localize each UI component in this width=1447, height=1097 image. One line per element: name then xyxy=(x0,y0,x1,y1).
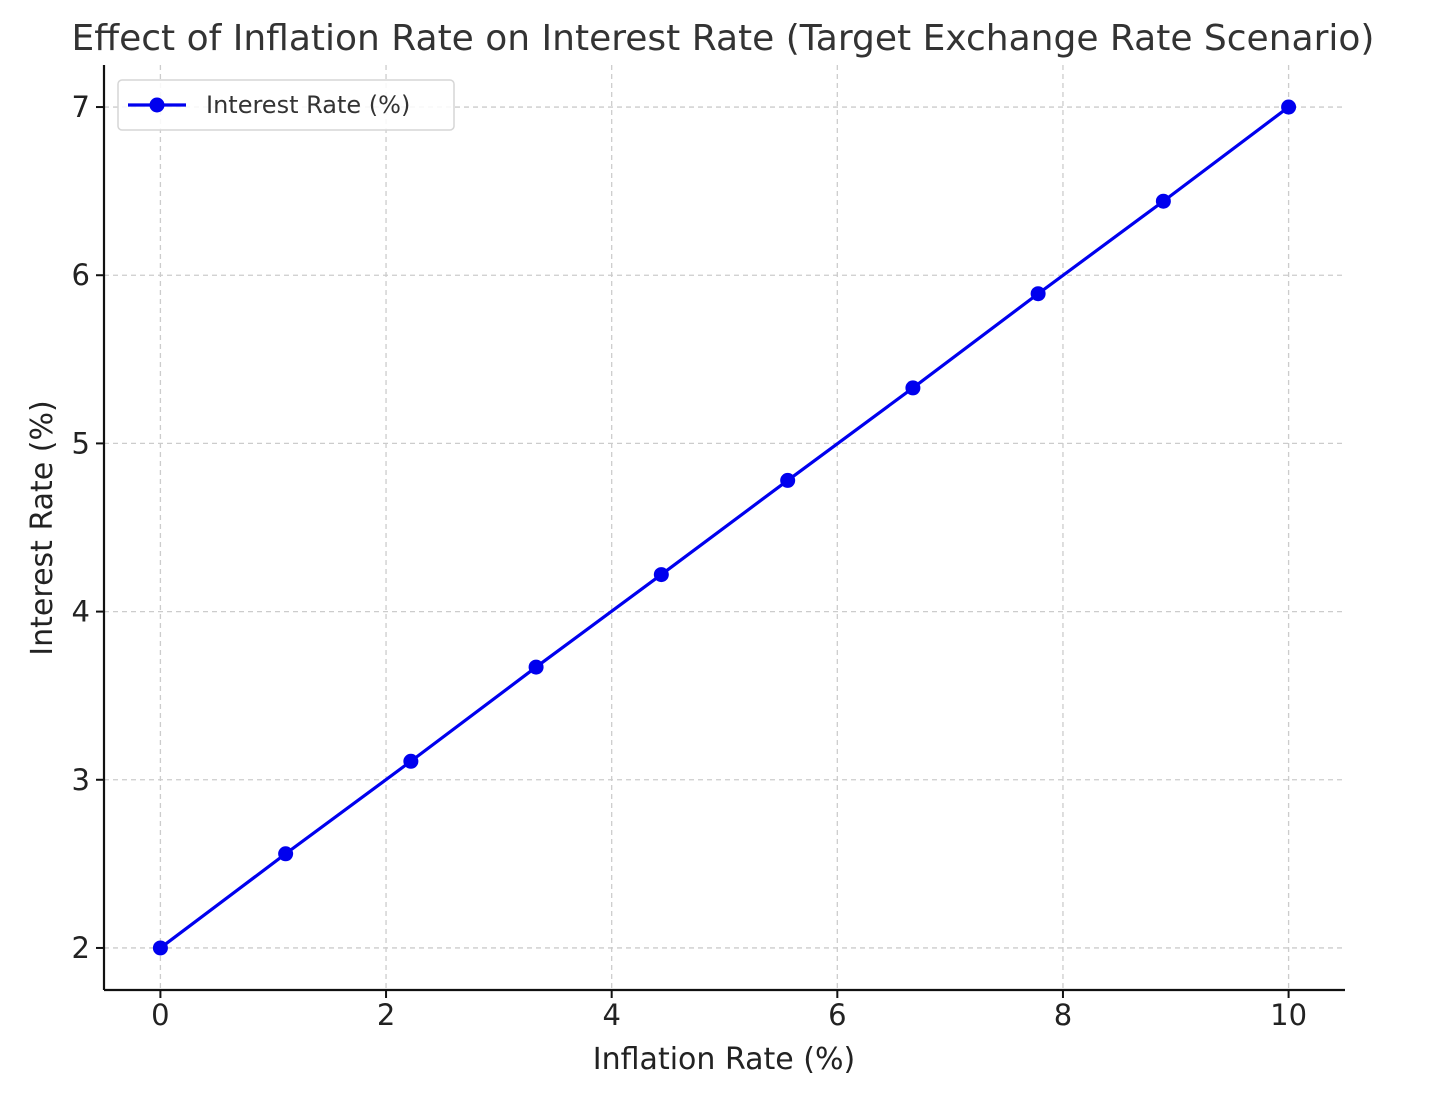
y-tick-label: 4 xyxy=(72,595,90,629)
x-tick-label: 10 xyxy=(1270,998,1307,1032)
data-point xyxy=(1281,99,1297,115)
data-point xyxy=(1155,193,1171,209)
series-line xyxy=(158,105,1291,950)
chart-title: Effect of Inflation Rate on Interest Rat… xyxy=(72,18,1375,59)
y-tick-label: 2 xyxy=(72,931,90,965)
x-tick-label: 0 xyxy=(151,998,169,1032)
data-point xyxy=(278,846,294,862)
x-tick-label: 6 xyxy=(828,998,846,1032)
data-point xyxy=(1030,286,1046,302)
legend-label: Interest Rate (%) xyxy=(206,91,410,119)
x-tick-label: 4 xyxy=(602,998,620,1032)
data-point xyxy=(905,380,921,396)
data-point xyxy=(528,659,544,675)
data-point xyxy=(653,567,669,583)
axes-spines xyxy=(102,65,1345,992)
y-tick-label: 3 xyxy=(72,763,90,797)
data-point xyxy=(780,472,796,488)
y-axis-label: Interest Rate (%) xyxy=(25,400,60,655)
series-layer xyxy=(152,99,1297,956)
x-axis-label: Inflation Rate (%) xyxy=(593,1042,855,1077)
y-tick-label: 7 xyxy=(72,90,90,124)
data-point xyxy=(403,753,419,769)
data-point xyxy=(152,940,168,956)
legend: Interest Rate (%) xyxy=(117,79,455,131)
y-tick-label: 5 xyxy=(72,426,90,460)
legend-box xyxy=(117,79,455,131)
grid xyxy=(104,65,1345,990)
x-tick-label: 8 xyxy=(1054,998,1072,1032)
x-tick-label: 2 xyxy=(377,998,395,1032)
y-tick-label: 6 xyxy=(72,258,90,292)
legend-marker xyxy=(149,97,165,113)
axis-ticks: 0 2 4 6 8 10 2 3 4 5 6 7 xyxy=(72,90,1307,1032)
